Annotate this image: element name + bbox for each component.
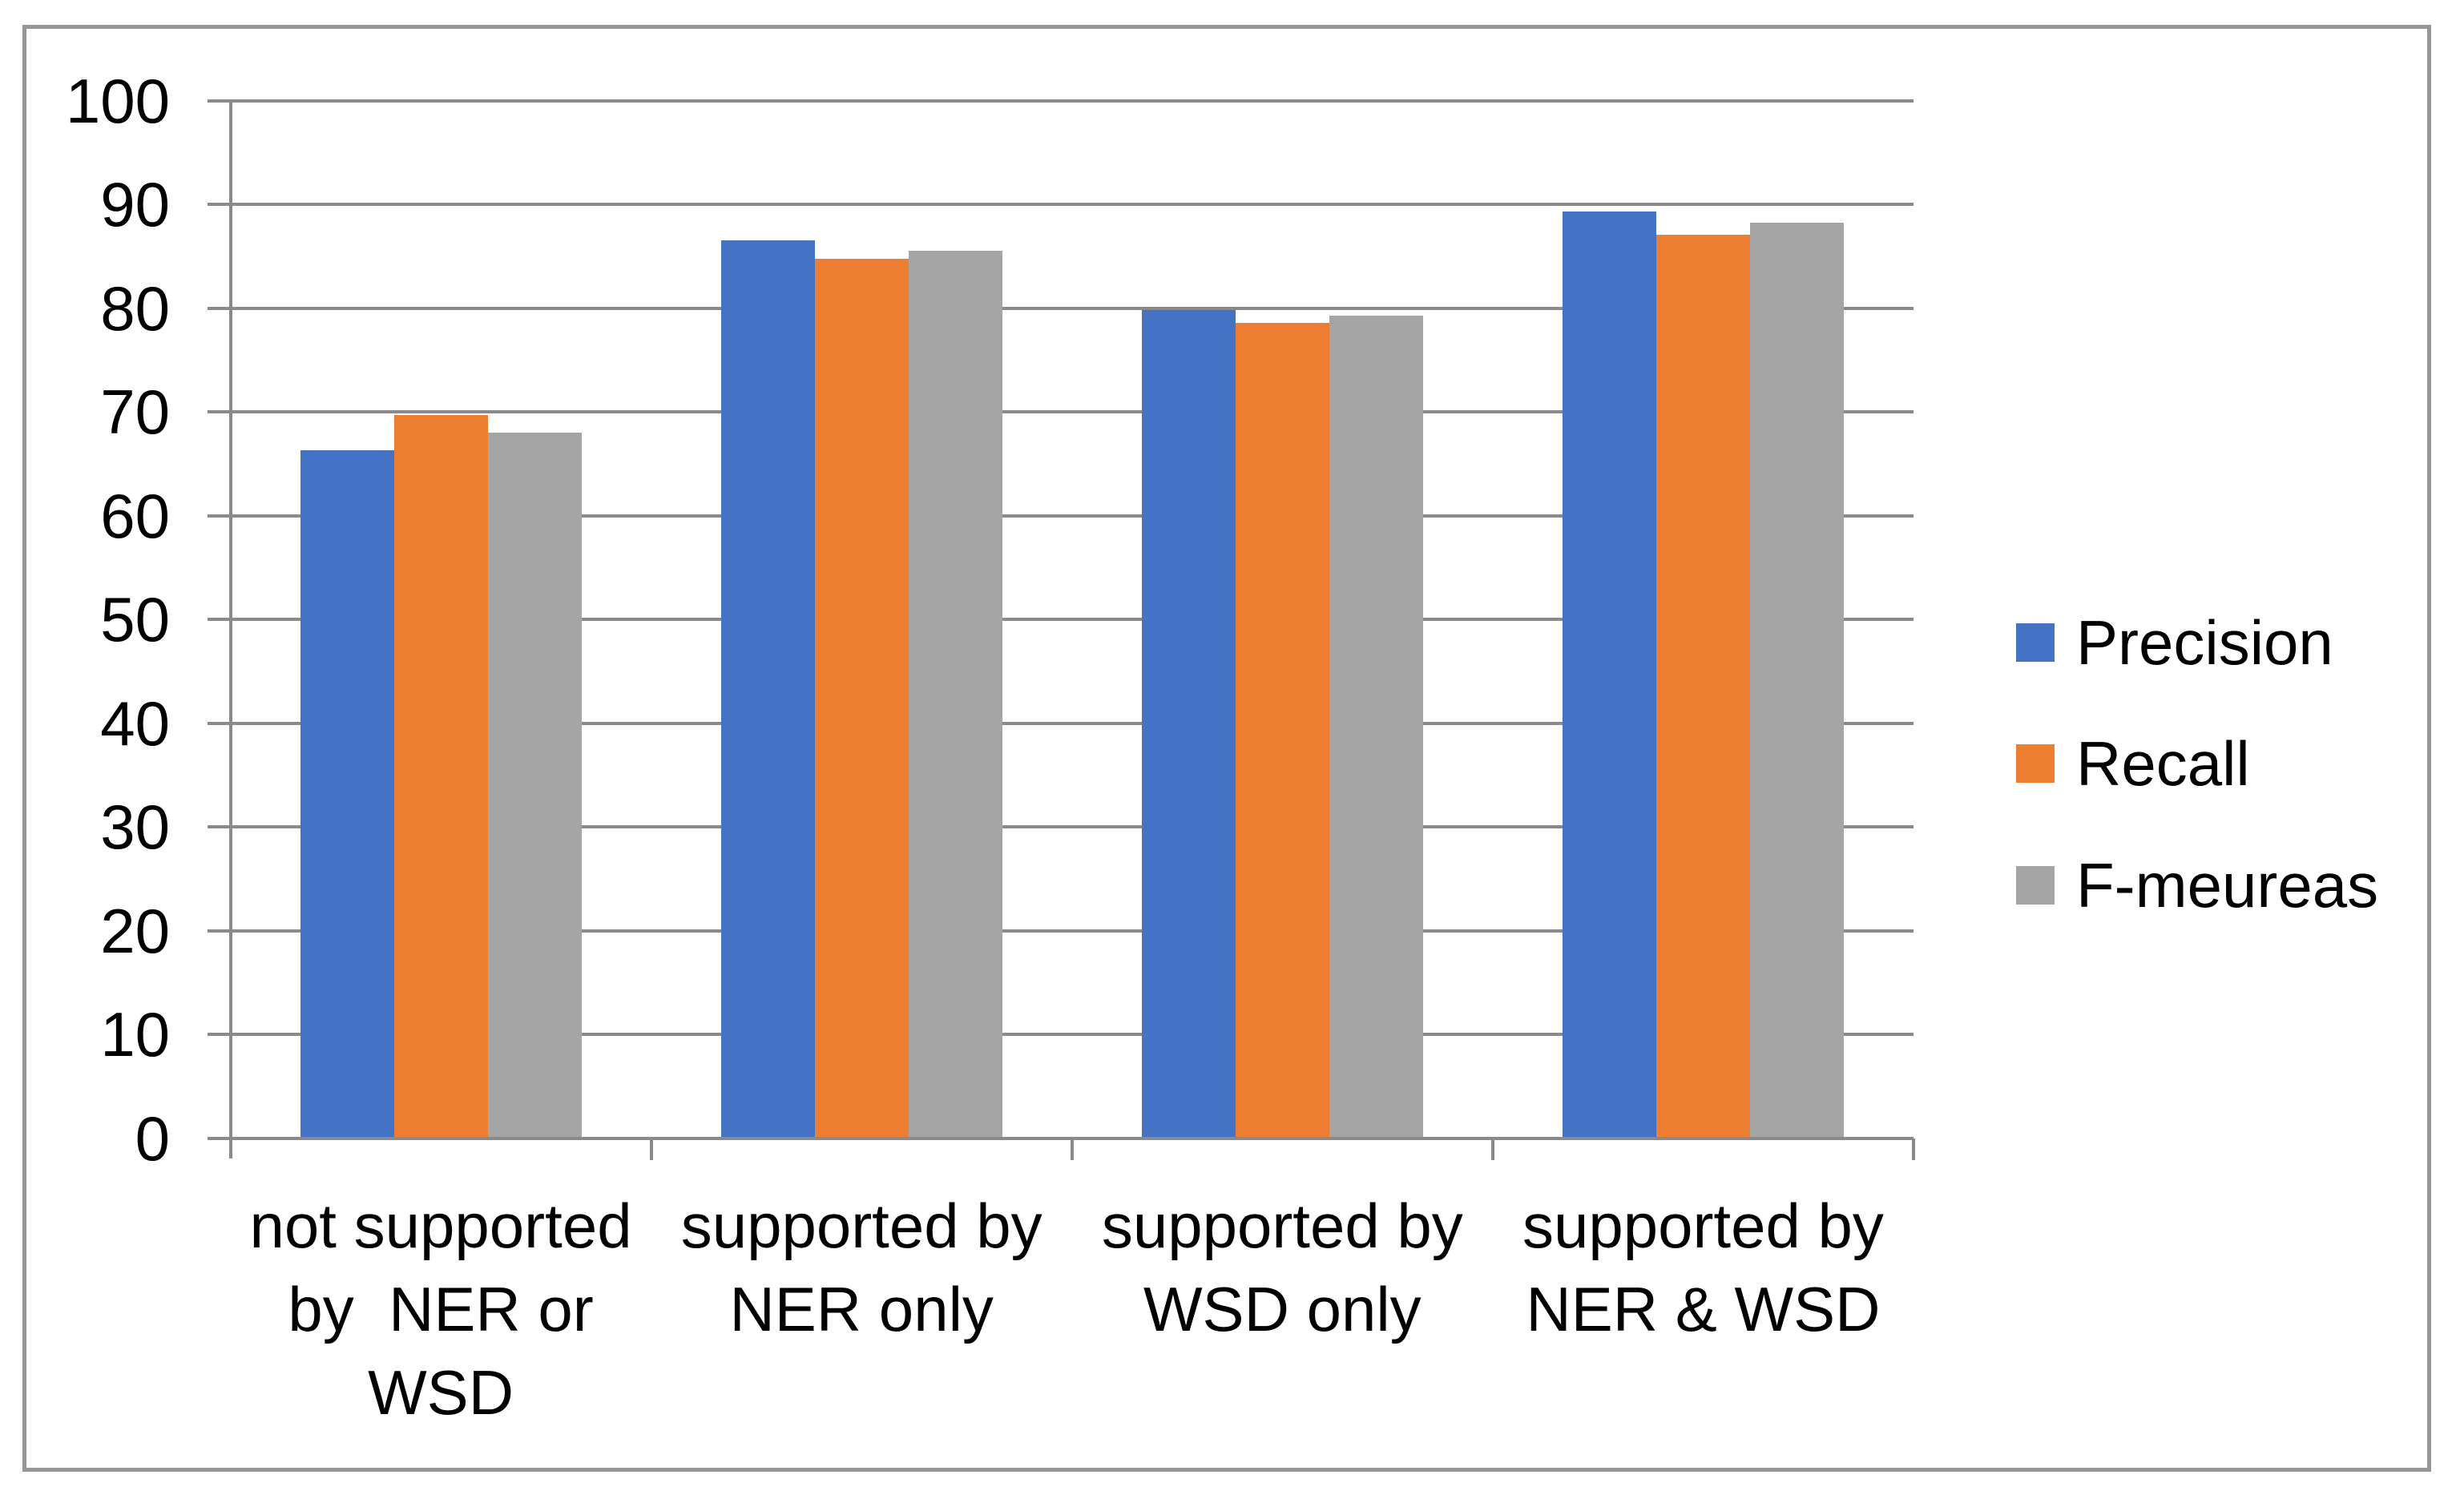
y-tick-100 — [207, 99, 231, 103]
x-category-label-1: supported by NER only — [680, 1191, 1042, 1344]
legend-swatch-precision — [2016, 623, 2055, 662]
y-tick-60 — [207, 514, 231, 518]
legend-item-precision: Precision — [2016, 606, 2333, 679]
y-tick-20 — [207, 929, 231, 933]
legend-label-precision: Precision — [2076, 607, 2333, 678]
y-tick-label-100: 100 — [65, 65, 170, 136]
y-tick-0 — [207, 1137, 231, 1140]
legend-item-recall: Recall — [2016, 727, 2250, 800]
gridline-70 — [230, 410, 1914, 414]
gridline-50 — [230, 618, 1914, 622]
y-tick-label-30: 30 — [100, 792, 170, 863]
x-tick-4 — [1912, 1138, 1915, 1160]
y-tick-70 — [207, 410, 231, 414]
y-tick-label-80: 80 — [100, 272, 170, 344]
y-tick-label-10: 10 — [100, 999, 170, 1070]
gridline-10 — [230, 1033, 1914, 1037]
chart-border — [22, 25, 2431, 1472]
bar-precision-1 — [720, 240, 815, 1138]
x-category-label-3: supported by NER & WSD — [1522, 1191, 1884, 1344]
x-tick-1 — [649, 1138, 653, 1160]
gridline-40 — [230, 721, 1914, 725]
bar-recall-3 — [1655, 234, 1750, 1138]
y-tick-label-0: 0 — [135, 1103, 170, 1174]
legend-item-f-meureas: F-meureas — [2016, 849, 2378, 921]
legend-label-recall: Recall — [2076, 728, 2250, 799]
bar-precision-2 — [1141, 310, 1236, 1138]
y-tick-label-90: 90 — [100, 169, 170, 240]
gridline-90 — [230, 203, 1914, 207]
bar-f-meureas-0 — [487, 433, 582, 1138]
bar-f-meureas-1 — [908, 251, 1002, 1138]
legend-swatch-f-meureas — [2016, 866, 2055, 905]
legend-label-f-meureas: F-meureas — [2076, 850, 2379, 921]
gridline-100 — [230, 99, 1914, 103]
y-tick-80 — [207, 306, 231, 310]
bar-precision-0 — [300, 450, 394, 1138]
y-tick-10 — [207, 1033, 231, 1037]
bar-f-meureas-3 — [1749, 223, 1844, 1138]
y-axis-line — [228, 99, 232, 1159]
x-tick-2 — [1070, 1138, 1074, 1160]
legend-swatch-recall — [2016, 744, 2055, 783]
bar-f-meureas-2 — [1329, 315, 1423, 1138]
y-tick-label-20: 20 — [100, 895, 170, 966]
y-tick-label-40: 40 — [100, 687, 170, 759]
x-category-label-0: not supported by NER or WSD — [249, 1191, 632, 1428]
y-tick-label-70: 70 — [100, 377, 170, 448]
bar-recall-1 — [814, 258, 909, 1138]
y-tick-30 — [207, 825, 231, 829]
y-tick-90 — [207, 203, 231, 207]
bar-precision-3 — [1562, 212, 1656, 1138]
bar-recall-0 — [393, 415, 488, 1138]
y-tick-label-50: 50 — [100, 584, 170, 655]
gridline-30 — [230, 825, 1914, 829]
gridline-60 — [230, 514, 1914, 518]
gridline-80 — [230, 306, 1914, 310]
bar-recall-2 — [1235, 322, 1329, 1138]
gridline-20 — [230, 929, 1914, 933]
y-tick-40 — [207, 721, 231, 725]
y-tick-50 — [207, 618, 231, 622]
x-tick-3 — [1490, 1138, 1494, 1160]
y-tick-label-60: 60 — [100, 480, 170, 551]
x-category-label-2: supported by WSD only — [1101, 1191, 1463, 1344]
